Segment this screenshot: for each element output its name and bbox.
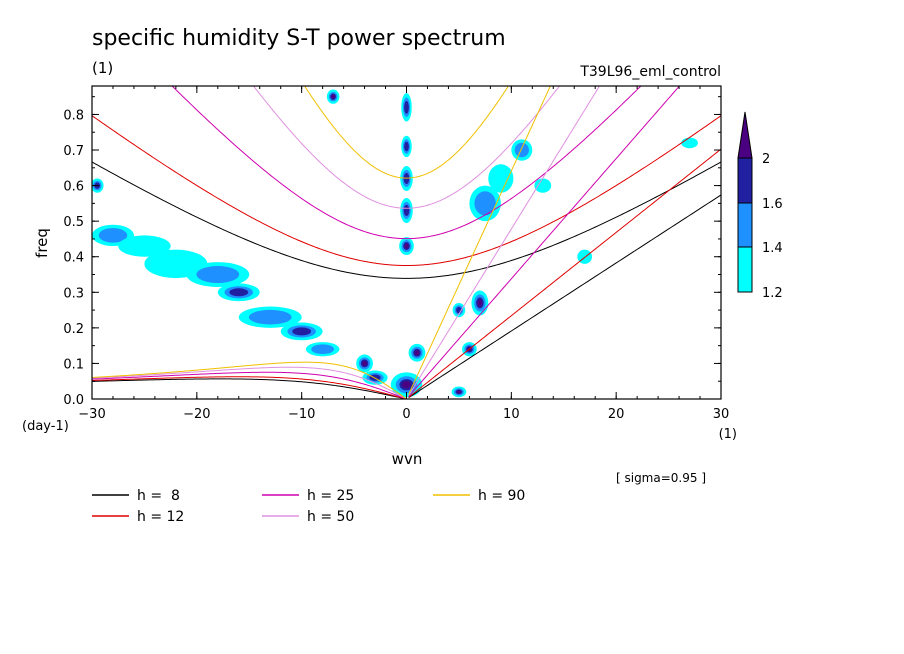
y-tick-label: 0.6 (63, 180, 84, 195)
power-contour-level-1 (196, 266, 240, 283)
power-contour-level-2 (292, 327, 312, 336)
colorbar-label: 1.2 (762, 286, 783, 301)
y-tick-label: 0.2 (63, 322, 84, 337)
power-contour-level-3 (362, 360, 367, 366)
power-contour-level-3 (402, 381, 411, 389)
power-contour-level-2 (404, 141, 409, 152)
colorbar-arrow (737, 111, 753, 159)
colorbar-label: 1.6 (762, 197, 783, 212)
power-contour-level-1 (474, 191, 496, 216)
power-contour-level-2 (404, 100, 409, 114)
y-tick-label: 0.4 (63, 251, 84, 266)
power-contour-level-3 (414, 350, 420, 356)
chart-title: specific humidity S-T power spectrum (92, 26, 506, 51)
power-contour-level-3 (477, 299, 483, 307)
power-contour-level-0 (488, 164, 514, 193)
colorbar-segment (737, 157, 753, 204)
inertia-gravity-curve (252, 86, 561, 209)
colorbar-label: 2 (762, 152, 770, 167)
x-tick-label: −10 (288, 407, 315, 422)
legend: h = 8 h = 12 h = 25 h = 50 h = 90 (92, 488, 525, 525)
power-contour-level-3 (404, 243, 409, 249)
power-contour-level-1 (98, 228, 128, 243)
legend-label: h = 8 (137, 488, 180, 504)
colorbar-segment (737, 202, 753, 248)
x-unit-label: (1) (719, 427, 737, 442)
y-axis: 0.0 0.1 0.2 0.3 0.4 0.5 0.6 0.7 0.8 (63, 96, 721, 408)
power-contour-level-1 (514, 142, 529, 158)
power-contour-level-0 (118, 235, 171, 257)
y-tick-label: 0.5 (63, 215, 84, 230)
kelvin-wave-curve (408, 86, 551, 395)
kelvin-wave-curve (408, 86, 601, 396)
colorbar-segment (737, 246, 753, 293)
power-contour-level-3 (331, 94, 335, 99)
legend-label: h = 25 (307, 488, 354, 504)
power-contour-level-2 (229, 288, 249, 297)
legend-label: h = 50 (307, 509, 354, 525)
rossby-wave-curve (92, 371, 407, 399)
x-tick-label: 0 (402, 407, 410, 422)
inertia-gravity-curve (171, 86, 642, 240)
sigma-annotation: [ sigma=0.95 ] (616, 471, 706, 485)
plot-area (91, 85, 722, 400)
y-tick-label: 0.8 (63, 108, 84, 123)
x-axis-label: wvn (392, 450, 423, 468)
x-tick-label: −30 (78, 407, 105, 422)
x-tick-label: 10 (503, 407, 520, 422)
kelvin-wave-curve (408, 194, 721, 399)
power-contour-level-0 (681, 137, 698, 149)
rossby-wave-curve (92, 366, 407, 399)
chart-subtitle-left: (1) (92, 59, 113, 77)
y-unit-label: (day-1) (22, 419, 69, 434)
y-tick-label: 0.3 (63, 286, 84, 301)
colorbar: 1.2 1.4 1.6 2 (737, 111, 783, 301)
rossby-wave-curve (92, 376, 407, 399)
y-tick-label: 0.7 (63, 144, 84, 159)
y-tick-label: 0.0 (63, 393, 84, 408)
inertia-gravity-curve (92, 161, 721, 279)
x-axis: −30 −20 −10 0 10 20 30 (78, 86, 729, 422)
chart-subtitle-right: T39L96_eml_control (579, 64, 721, 80)
colorbar-label: 1.4 (762, 241, 783, 256)
y-tick-label: 0.1 (63, 357, 84, 372)
power-contours (92, 89, 698, 398)
legend-label: h = 12 (137, 509, 184, 525)
kelvin-wave-curve (408, 86, 681, 397)
rossby-wave-curve (92, 361, 407, 399)
x-tick-label: 20 (608, 407, 625, 422)
rossby-wave-curve (92, 378, 407, 399)
inertia-gravity-curve (92, 115, 721, 267)
dispersion-curves (92, 86, 721, 399)
power-contour-level-3 (456, 390, 461, 394)
x-tick-label: 30 (713, 407, 730, 422)
power-contour-level-0 (534, 178, 552, 193)
power-contour-level-2 (403, 204, 410, 217)
power-contour-level-1 (311, 344, 335, 355)
power-contour-level-1 (248, 309, 292, 325)
legend-label: h = 90 (478, 488, 525, 504)
y-axis-label: freq (33, 228, 51, 258)
x-tick-label: −20 (183, 407, 210, 422)
inertia-gravity-curve (304, 86, 509, 179)
kelvin-wave-curve (408, 148, 721, 398)
